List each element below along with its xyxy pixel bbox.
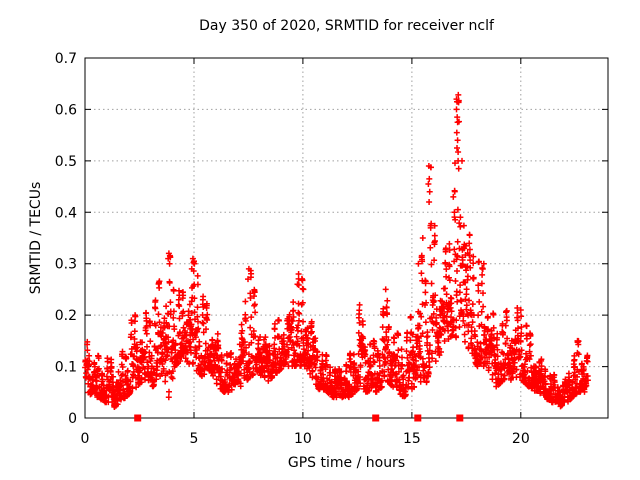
- y-tick-label: 0.5: [55, 154, 77, 170]
- flag-marker: [414, 414, 422, 422]
- y-tick-label: 0.1: [55, 360, 77, 376]
- data-points: [82, 91, 591, 410]
- y-axis-label: SRMTID / TECUs: [28, 181, 44, 295]
- flag-marker: [456, 414, 464, 422]
- y-tick-label: 0.2: [55, 308, 77, 324]
- y-tick-label: 0.3: [55, 257, 77, 273]
- chart-title: Day 350 of 2020, SRMTID for receiver ncl…: [199, 18, 494, 34]
- y-tick-label: 0.6: [55, 102, 77, 118]
- x-tick-label: 20: [512, 431, 530, 447]
- x-tick-label: 5: [189, 431, 198, 447]
- x-axis-label: GPS time / hours: [287, 455, 406, 471]
- y-tick-label: 0.4: [55, 205, 77, 221]
- plot-border: [84, 57, 609, 419]
- x-tick-label: 15: [403, 431, 421, 447]
- flag-marker: [134, 414, 142, 422]
- x-tick-label: 0: [81, 431, 90, 447]
- x-tick-label: 10: [294, 431, 312, 447]
- y-tick-label: 0: [68, 411, 77, 427]
- flag-marker: [372, 414, 380, 422]
- y-tick-label: 0.7: [55, 51, 77, 67]
